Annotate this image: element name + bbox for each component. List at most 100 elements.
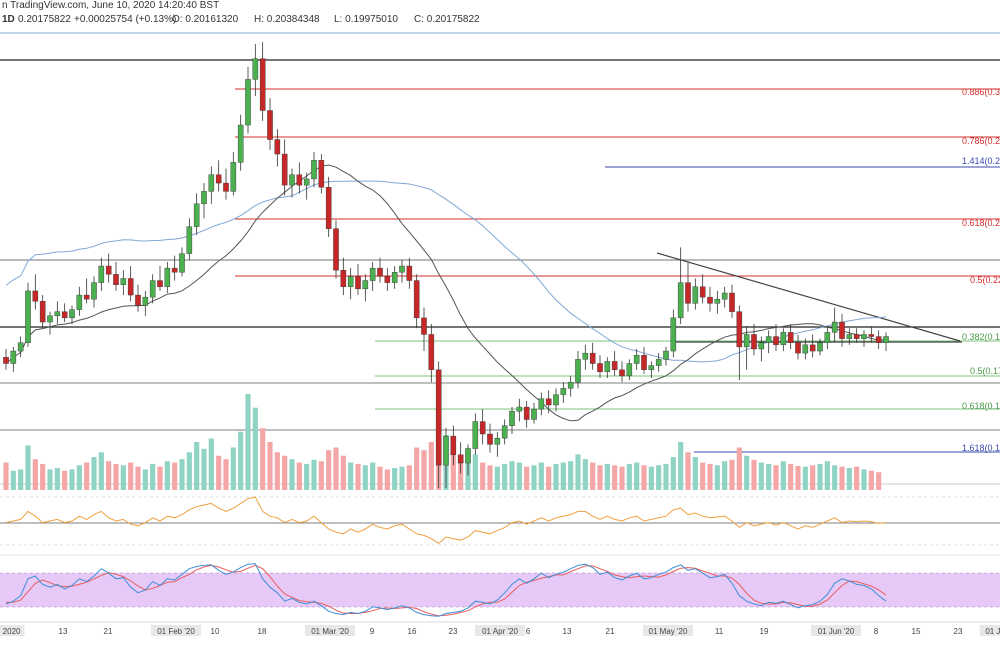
candle [714, 290, 721, 314]
volume-bar [729, 459, 735, 490]
header-low: L: 0.19975010 [334, 14, 398, 25]
candle [281, 139, 288, 196]
candle-body [523, 406, 530, 420]
volume-bar [714, 465, 720, 490]
volume-bar [751, 459, 757, 490]
candle [435, 361, 442, 488]
candle [685, 261, 691, 312]
candle-body [406, 265, 413, 281]
candle-body [729, 292, 735, 312]
candle-body [494, 437, 501, 445]
fib-05-low-label: 0.5(0.174 [970, 366, 1000, 376]
volume-bar [245, 394, 251, 490]
candle-body [362, 280, 369, 290]
candle [809, 334, 816, 358]
candle-body [10, 350, 17, 364]
candle [641, 346, 647, 374]
candle [582, 344, 589, 370]
volume-bars [3, 394, 882, 490]
candle-body [215, 174, 222, 184]
candle [289, 168, 295, 198]
candle [311, 151, 317, 188]
candle [355, 263, 361, 296]
candle [494, 431, 501, 457]
volume-bar [216, 455, 222, 490]
candle [509, 407, 515, 435]
candle [303, 172, 310, 200]
volume-bar [560, 462, 566, 490]
candle [47, 311, 53, 335]
volume-bar [157, 466, 163, 490]
header-legend: n TradingView.com, June 10, 2020 14:20:4… [2, 0, 480, 25]
candle [333, 220, 339, 279]
volume-bar [458, 457, 464, 490]
volume-bar [744, 455, 750, 490]
time-tick-label: Jan 2020 [0, 627, 21, 636]
candle [883, 332, 889, 352]
volume-bar [194, 442, 200, 490]
candle [663, 346, 669, 366]
candle-body [193, 203, 200, 227]
candle-body [655, 359, 662, 366]
header-last: 0.20175822 [18, 14, 71, 25]
candle-body [883, 336, 889, 343]
volume-bar [414, 447, 420, 490]
volume-bar [876, 472, 882, 490]
volume-bar [612, 465, 618, 490]
time-tick-label: 10 [211, 627, 220, 636]
time-tick-label: 18 [258, 627, 267, 636]
volume-bar [340, 455, 346, 490]
fib-05-label: 0.5(0.225 [970, 275, 1000, 285]
volume-bar [802, 466, 808, 490]
candle [98, 257, 105, 291]
candle-body [479, 421, 486, 435]
stoch-d-line [6, 564, 887, 617]
volume-bar [626, 463, 632, 490]
volume-bar [10, 470, 16, 490]
time-tick-label: 21 [104, 627, 113, 636]
stoch-k-line [5, 563, 887, 617]
volume-bar [289, 459, 295, 490]
candle-body [25, 290, 31, 343]
volume-bar [707, 463, 713, 490]
candle [861, 330, 867, 347]
candle [157, 266, 163, 291]
candle-body [831, 321, 838, 333]
candle [501, 419, 508, 445]
candle-body [824, 332, 831, 343]
candle-body [795, 342, 801, 354]
time-tick-label: 21 [606, 627, 615, 636]
candle [450, 425, 457, 466]
candle-body [567, 381, 574, 389]
volume-bar [678, 442, 684, 490]
candle [817, 338, 823, 356]
candle-body [736, 311, 743, 348]
candle [252, 44, 259, 96]
volume-bar [223, 459, 229, 490]
volume-bar [553, 463, 559, 490]
candle-body [545, 398, 552, 406]
time-tick-label: 11 [715, 627, 724, 636]
volume-bar [846, 468, 852, 490]
candle [179, 247, 185, 277]
candle-body [318, 160, 325, 188]
volume-bar [736, 447, 742, 490]
candle [230, 151, 237, 196]
candle-body [692, 286, 699, 304]
volume-bar [252, 407, 258, 490]
candle [25, 282, 31, 347]
candle [846, 328, 853, 345]
time-tick-label: 19 [760, 627, 769, 636]
fib-0382-label: 0.382(0.192 [962, 332, 1000, 342]
candle-body [450, 435, 457, 455]
candle [142, 290, 149, 316]
candle [237, 114, 244, 171]
volume-bar [472, 454, 478, 490]
candle-body [39, 301, 46, 323]
candle-body [589, 352, 596, 364]
volume-bar [370, 462, 376, 490]
candle [875, 330, 882, 349]
candle [831, 307, 838, 343]
volume-bar [333, 447, 339, 490]
